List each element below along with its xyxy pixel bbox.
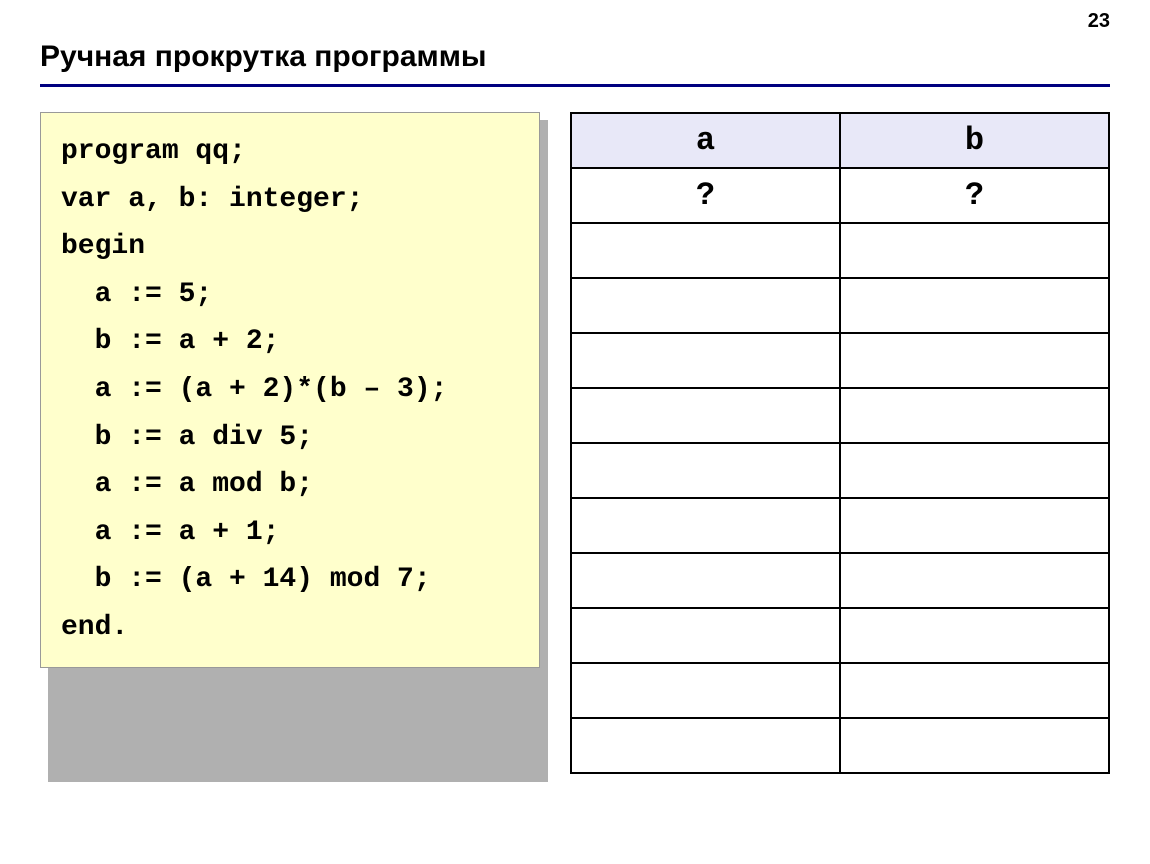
table-row: [571, 498, 1109, 553]
table-cell: [840, 388, 1109, 443]
content-area: program qq; var a, b: integer; begin a :…: [40, 112, 1110, 774]
table-cell: [840, 223, 1109, 278]
table-cell: ?: [840, 168, 1109, 223]
table-cell: [571, 278, 840, 333]
table-row: [571, 278, 1109, 333]
table-row: ??: [571, 168, 1109, 223]
table-header-a: a: [571, 113, 840, 168]
page-number: 23: [1088, 10, 1110, 33]
trace-table: a b ??: [570, 112, 1110, 774]
title-divider: [40, 84, 1110, 87]
slide-title: Ручная прокрутка программы: [40, 40, 1110, 74]
table-cell: [571, 443, 840, 498]
table-cell: [571, 553, 840, 608]
table-cell: [571, 663, 840, 718]
table-cell: [571, 718, 840, 773]
table-row: [571, 608, 1109, 663]
table-wrapper: a b ??: [570, 112, 1110, 774]
table-cell: [840, 278, 1109, 333]
table-cell: [840, 718, 1109, 773]
table-header-row: a b: [571, 113, 1109, 168]
table-cell: [840, 553, 1109, 608]
table-row: [571, 553, 1109, 608]
table-cell: [571, 333, 840, 388]
table-cell: [840, 498, 1109, 553]
table-row: [571, 223, 1109, 278]
table-cell: [571, 223, 840, 278]
table-cell: ?: [571, 168, 840, 223]
table-cell: [571, 388, 840, 443]
table-row: [571, 388, 1109, 443]
table-cell: [840, 608, 1109, 663]
table-cell: [840, 443, 1109, 498]
table-row: [571, 443, 1109, 498]
table-cell: [571, 608, 840, 663]
table-cell: [840, 663, 1109, 718]
table-row: [571, 663, 1109, 718]
table-row: [571, 333, 1109, 388]
code-block: program qq; var a, b: integer; begin a :…: [40, 112, 540, 668]
code-wrapper: program qq; var a, b: integer; begin a :…: [40, 112, 540, 774]
table-header-b: b: [840, 113, 1109, 168]
table-cell: [840, 333, 1109, 388]
table-row: [571, 718, 1109, 773]
table-cell: [571, 498, 840, 553]
